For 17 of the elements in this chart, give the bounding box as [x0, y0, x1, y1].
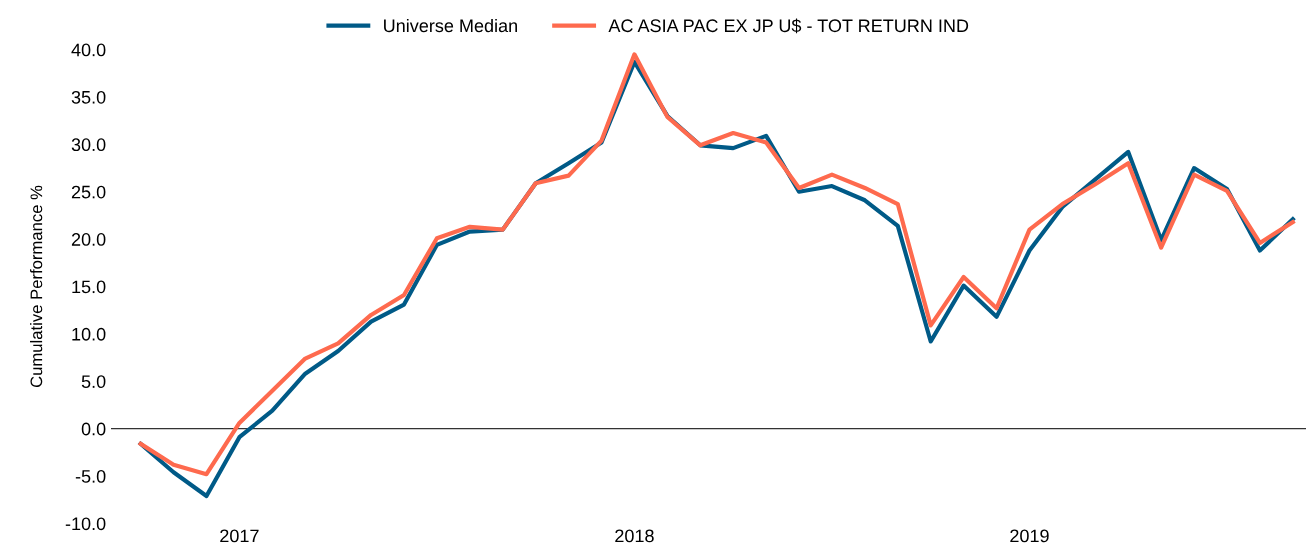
y-tick-label: 30.0	[71, 138, 106, 152]
y-tick-label: 20.0	[71, 233, 106, 246]
y-tick-label: 10.0	[72, 327, 106, 341]
y-tick-label: -5.0	[75, 470, 106, 483]
y-tick-label: 0.0	[81, 422, 106, 436]
legend-label: AC ASIA PAC EX JP U$ - TOT RETURN IND	[608, 18, 969, 34]
x-tick-label: 2019	[1010, 529, 1049, 543]
legend-label: Universe Median	[384, 18, 517, 33]
y-tick-label: -10.0	[65, 517, 106, 531]
y-tick-label: 5.0	[81, 375, 106, 389]
x-tick-label: 2018	[615, 529, 654, 543]
y-axis-title: Cumulative Performance %	[30, 185, 43, 388]
x-tick-label: 2017	[220, 529, 259, 543]
y-tick-label: 25.0	[71, 185, 106, 199]
y-tick-label: 35.0	[71, 90, 106, 104]
y-tick-label: 15.0	[72, 280, 106, 294]
y-tick-label: 40.0	[71, 43, 106, 57]
